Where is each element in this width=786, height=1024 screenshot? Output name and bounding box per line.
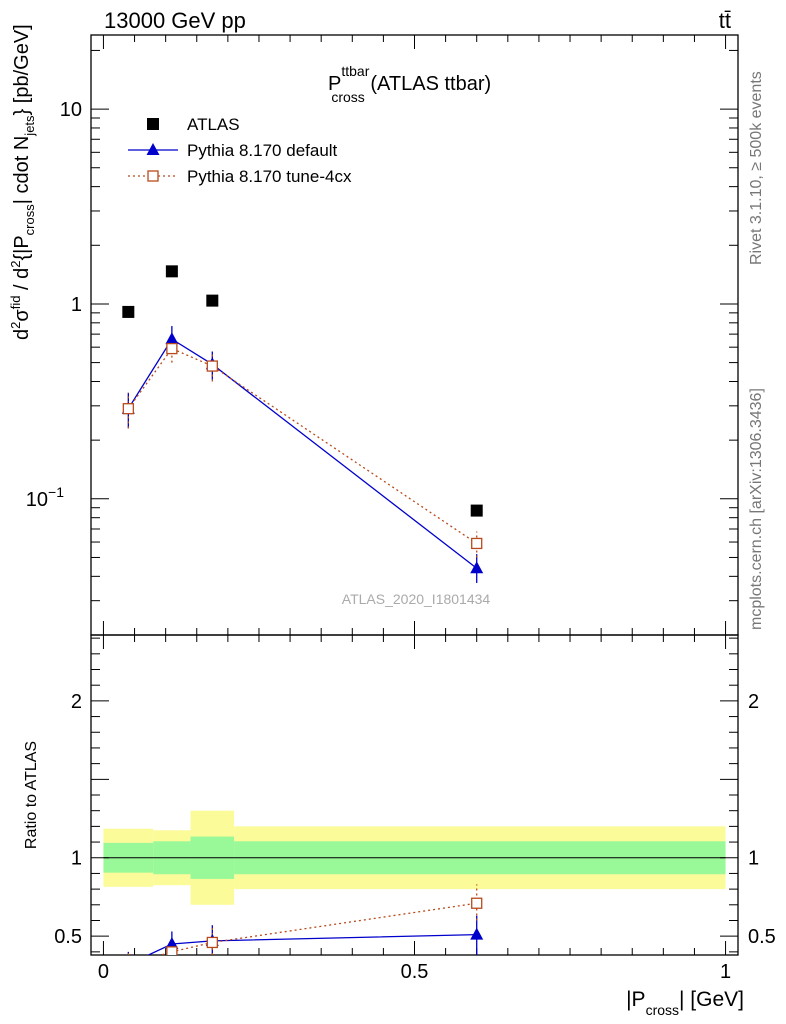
series-line-tune4cx	[127, 347, 478, 544]
point-tune4cx	[166, 342, 178, 355]
ratio-point-tune4cx	[206, 936, 218, 949]
ratio-y-tick-label-right: 1	[748, 848, 759, 870]
y-tick-label: 10	[60, 99, 82, 121]
ratio-point-tune4cx	[123, 959, 133, 969]
ratio-y-tick-label-right: 0.5	[748, 926, 776, 948]
mcplots-label: mcplots.cern.ch [arXiv:1306.3436]	[748, 388, 765, 630]
x-tick-label: 0.5	[401, 961, 429, 983]
atlas-point	[165, 265, 178, 278]
legend-label: Pythia 8.170 default	[187, 141, 338, 160]
point-tune4cx	[471, 537, 483, 550]
ratio-series-group	[122, 884, 484, 969]
legend-label: Pythia 8.170 tune-4cx	[187, 167, 352, 186]
atlas-point	[122, 305, 135, 318]
header-energy-label: 13000 GeV pp	[104, 8, 246, 33]
legend-marker	[147, 118, 159, 130]
plot-title: Pttbar cross (ATLAS ttbar)	[328, 63, 491, 105]
header-process-label: tt̄	[719, 8, 731, 33]
ratio-point-default	[470, 927, 484, 940]
ratio-y-tick-label-right: 2	[748, 691, 759, 713]
ratio-panel-frame	[90, 634, 739, 956]
y-tick-exponent: −1	[48, 484, 64, 500]
legend-marker	[146, 143, 160, 155]
x-tick-label: 0	[98, 961, 109, 983]
y-axis-label-bottom: Ratio to ATLAS	[23, 741, 40, 849]
ratio-point-default	[122, 957, 135, 969]
y-axis-label-top: d2σfid / d2{|Pcross| cdot Njets} [pb/GeV…	[8, 24, 37, 340]
atlas-point	[470, 504, 483, 517]
legend-label: ATLAS	[187, 115, 240, 134]
ratio-line-default	[146, 933, 477, 955]
rivet-label: Rivet 3.1.10, ≥ 500k events	[748, 71, 765, 265]
analysis-watermark: ATLAS_2020_I1801434	[342, 591, 491, 607]
ratio-line-tune4cx	[158, 902, 477, 955]
ratio-y-tick-label: 0.5	[54, 926, 82, 948]
main-panel: 10 1 10−1	[26, 34, 739, 955]
y-tick-label: 1	[71, 294, 82, 316]
x-axis-label: |Pcross| [GeV]	[626, 988, 744, 1018]
ratio-y-tick-label: 1	[71, 848, 82, 870]
point-default	[165, 332, 179, 345]
ratio-point-default	[165, 937, 179, 950]
point-tune4cx	[122, 403, 134, 415]
ratio-point-tune4cx	[166, 946, 178, 955]
y-tick-label: 10−1	[26, 484, 64, 511]
ratio-y-tick-label: 2	[71, 691, 82, 713]
legend-marker	[147, 170, 159, 182]
legend: ATLAS Pythia 8.170 default Pythia 8.170 tu…	[128, 115, 352, 186]
series-line-default	[127, 338, 478, 569]
point-default	[470, 561, 484, 574]
ratio-point-tune4cx	[471, 897, 483, 909]
point-tune4cx	[206, 360, 218, 372]
atlas-point	[206, 294, 219, 307]
x-tick-label: 1	[720, 961, 731, 983]
ratio-panel: 0 0.5 1 2 2 1 1 0.5 0.5	[54, 634, 776, 983]
